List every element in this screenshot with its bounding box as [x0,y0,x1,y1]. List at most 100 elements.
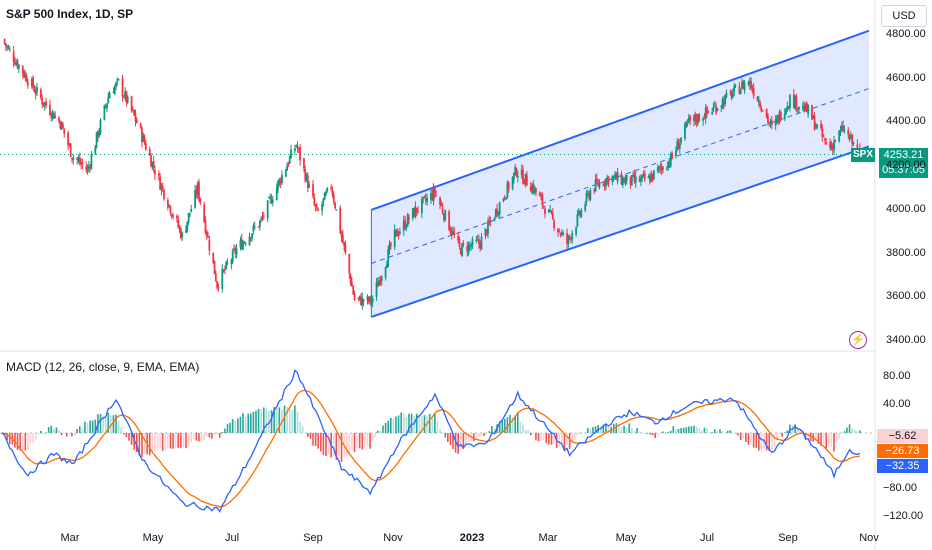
candle-body [697,114,699,124]
candle-body [713,105,716,107]
macd-histogram-bar [389,417,392,433]
macd-histogram-bar [745,433,747,443]
macd-histogram-bar [643,432,646,434]
macd-histogram-bar [317,433,320,449]
candle-body [189,212,191,214]
candle-body [269,197,272,199]
currency-button[interactable]: USD [881,5,927,27]
candle-body [260,217,263,219]
candle-body [524,173,527,183]
candle-body [239,240,242,248]
candle-body [475,240,478,242]
macd-histogram-bar [835,433,838,442]
candle-body [426,198,428,202]
macd-histogram-bar [198,433,200,442]
macd-histogram-bar [208,433,211,438]
candle-body [423,196,426,198]
candle-body [638,177,641,182]
candle-body [203,204,206,222]
macd-histogram-bar [809,433,812,442]
candle-body [25,75,28,83]
time-axis-tick: Nov [383,532,403,544]
candle-body [17,65,20,69]
candle-body [760,108,763,112]
candle-body [366,296,369,301]
candle-body [217,287,220,289]
candle-body [212,252,215,263]
candle-body [50,116,53,118]
candle-body [284,169,287,177]
candle-body [51,110,54,117]
macd-histogram-bar [828,433,830,448]
candle-body [166,200,169,208]
candle-body [843,129,846,132]
candle-body [676,141,679,151]
candle-body [15,62,18,65]
candle-body [633,174,636,182]
candle-body [170,214,173,217]
candle-body [194,189,196,208]
macd-histogram-bar [542,433,545,441]
candle-body [279,179,282,184]
candle-body [529,186,532,192]
candle-body [494,209,497,217]
macd-histogram-bar [649,433,651,435]
candle-body [750,81,752,89]
candle-body [734,85,737,87]
macd-histogram-bar [651,433,654,436]
candle-body [248,236,251,246]
candle-body [598,182,601,188]
candle-body [441,207,444,214]
candle-body [275,187,278,201]
candle-body [511,176,514,189]
macd-histogram-bar [815,433,817,442]
macd-histogram-bar [747,433,750,445]
candle-body [32,77,35,88]
macd-histogram-bar [804,433,807,439]
candle-body [630,175,633,186]
candle-body [308,184,311,188]
macd-histogram-bar [205,433,208,437]
macd-histogram-bar [760,433,763,451]
candle-body [6,46,9,48]
candle-body [774,118,777,126]
candle-body [90,154,93,169]
macd-histogram-bar [68,433,71,435]
candle-body [113,86,116,94]
macd-histogram-bar [568,433,571,450]
candle-body [420,198,423,214]
candle-body [452,231,454,234]
macd-histogram-bar [553,433,555,444]
macd-histogram-bar [752,433,755,448]
candle-body [3,39,6,44]
macd-histogram-bar [843,431,846,433]
macd-histogram-bar [307,433,309,437]
candle-body [496,208,498,215]
candle-body [402,220,405,231]
candle-body [348,254,351,274]
macd-histogram-bar [312,433,314,446]
candle-body [544,208,546,215]
candle-body [605,178,607,188]
candle-body [257,226,260,228]
candle-body [252,225,255,232]
macd-histogram-bar [301,426,304,433]
macd-histogram-bar [270,410,273,433]
macd-histogram-bar [498,421,501,433]
macd-histogram-bar [418,415,421,433]
macd-histogram-bar [410,413,413,433]
candle-body [341,234,344,243]
candle-body [270,198,273,204]
candle-body [678,142,681,149]
macd-histogram-bar [260,409,262,433]
macd-histogram-bar [431,416,434,433]
candle-body [650,174,653,182]
lightning-icon[interactable]: ⚡ [849,331,867,349]
candle-body [444,210,447,221]
macd-histogram-bar [690,426,693,433]
macd-histogram-bar [532,433,535,435]
macd-histogram-bar [742,433,745,439]
candle-body [204,219,207,233]
candle-body [669,154,672,167]
candle-body [339,207,342,234]
